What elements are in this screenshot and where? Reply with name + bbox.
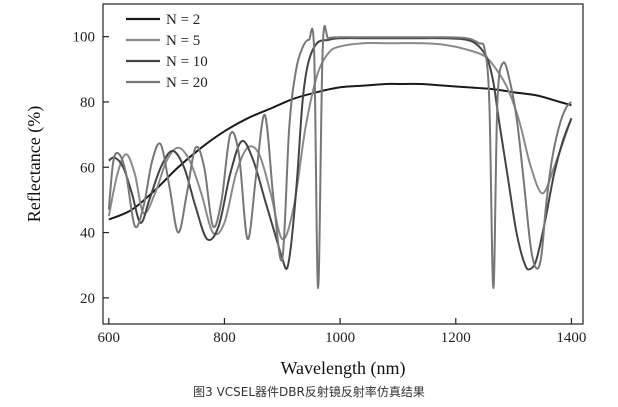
plot-frame — [102, 3, 584, 325]
series-line-3 — [108, 37, 573, 271]
x-axis-title: Wavelength (nm) — [280, 358, 405, 379]
x-tick-label: 600 — [98, 330, 121, 346]
x-tick-label: 1400 — [556, 330, 586, 346]
series-line-1 — [108, 82, 572, 221]
y-tick-label: 20 — [80, 291, 95, 307]
y-tick-label: 60 — [80, 160, 95, 176]
legend: N = 2 N = 5 N = 10 N = 20 — [126, 12, 208, 91]
series-lines — [107, 25, 573, 290]
y-tick-label: 40 — [80, 226, 95, 242]
y-axis-title: Reflectance (%) — [24, 106, 45, 222]
y-tick-label: 100 — [73, 30, 96, 46]
legend-label: N = 2 — [166, 12, 200, 28]
legend-label: N = 5 — [166, 33, 200, 49]
x-tick-label: 800 — [213, 330, 236, 346]
reflectance-chart: 600 800 1000 1200 1400 20 40 60 80 100 N = 2 N = 5… — [24, 3, 587, 379]
legend-label: N = 10 — [166, 54, 208, 70]
series-line-4 — [107, 25, 573, 290]
axis-ticks: 600 800 1000 1200 1400 20 40 60 80 100 — [73, 30, 587, 346]
legend-label: N = 20 — [166, 75, 208, 91]
x-tick-label: 1000 — [325, 330, 355, 346]
x-tick-label: 1200 — [441, 330, 471, 346]
y-tick-label: 80 — [80, 95, 95, 111]
figure-caption: 图3 VCSEL器件DBR反射镜反射率仿真结果 — [193, 385, 425, 399]
series-line-2 — [107, 41, 573, 241]
